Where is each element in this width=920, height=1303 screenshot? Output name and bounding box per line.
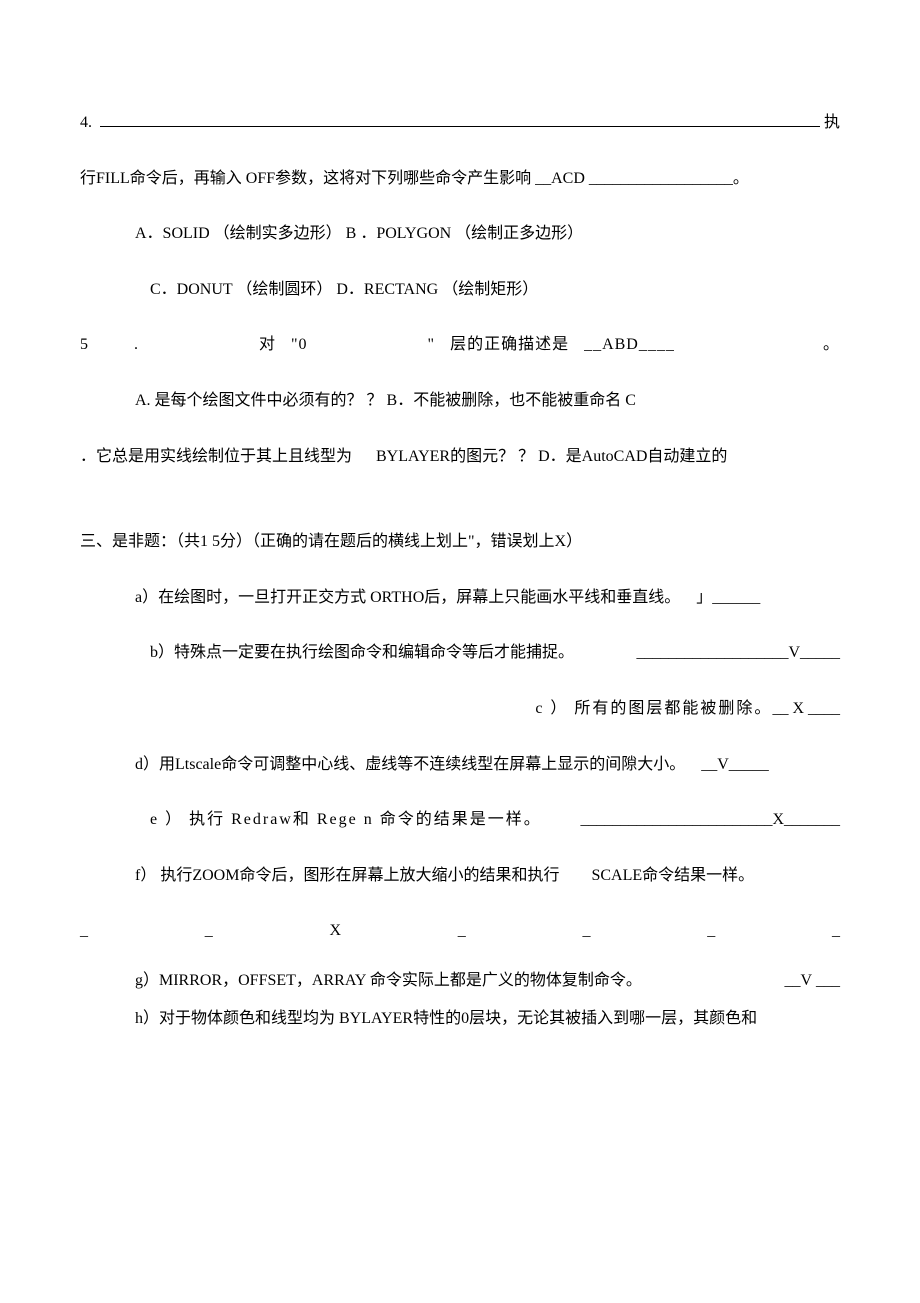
tf-a: a）在绘图时，一旦打开正交方式 ORTHO后，屏幕上只能画水平线和垂直线。 」_…: [80, 585, 840, 611]
q4-line2: 行FILL命令后，再输入 OFF参数，这将对下列哪些命令产生影响 __ACD _…: [80, 166, 840, 192]
tf-g-tail: ___: [812, 968, 840, 994]
tf-d-tail: _____: [729, 752, 769, 778]
f-seg6: _: [707, 918, 715, 944]
f-seg2: _: [205, 918, 213, 944]
tf-b-ans: V: [788, 640, 800, 666]
q5-opt-abc: A. 是每个绘图文件中必须有的？ ？ B．不能被删除，也不能被重命名 C: [80, 388, 840, 414]
tf-e: e ） 执行 Redraw和 Rege n 命令的结果是一样。 ________…: [80, 807, 840, 833]
tf-g-pre: __: [760, 968, 800, 994]
q4-tail: 执: [824, 110, 840, 136]
tf-e-ans: X: [772, 807, 784, 833]
f-seg3: X: [329, 918, 341, 944]
q4-underline: [100, 110, 820, 127]
tf-d-ans: V: [717, 752, 729, 778]
tf-b-text: b）特殊点一定要在执行绘图命令和编辑命令等后才能捕捉。: [150, 640, 574, 666]
q5-left: 5 . 对 "0 " 层的正确描述是 __ABD____: [80, 332, 675, 358]
q5-opt-d: ．它总是用实线绘制位于其上且线型为 BYLAYER的图元？ ？ D．是AutoC…: [80, 444, 840, 470]
f-seg4: _: [458, 918, 466, 944]
q4-number: 4.: [80, 110, 92, 136]
tf-d-pre: __: [685, 752, 717, 778]
tf-e-tail: _______: [784, 807, 840, 833]
tf-a-ans: 」______: [680, 585, 760, 611]
tf-c-text: c ） 所有的图层都能被删除。: [535, 696, 772, 722]
tf-b-tail: _____: [800, 640, 840, 666]
tf-c: c ） 所有的图层都能被删除。 __ X ____: [80, 696, 840, 722]
document-page: 4. 执 行FILL命令后，再输入 OFF参数，这将对下列哪些命令产生影响 __…: [0, 0, 920, 1091]
q5-line: 5 . 对 "0 " 层的正确描述是 __ABD____ 。: [80, 332, 840, 358]
tf-b: b）特殊点一定要在执行绘图命令和编辑命令等后才能捕捉。 ____________…: [80, 640, 840, 666]
q4-opt-cd: C．DONUT （绘制圆环） D．RECTANG （绘制矩形）: [80, 277, 840, 303]
section3-title: 三、是非题：（共1 5分）（正确的请在题后的横线上划上"，错误划上X）: [80, 529, 840, 555]
f-seg7: _: [832, 918, 840, 944]
section3-title-text: 三、是非题：（共1 5分）（正确的请在题后的横线上划上"，错误划上X）: [80, 533, 582, 550]
tf-f-ans-row: _ _ X _ _ _ _: [80, 918, 840, 944]
tf-f-text: f） 执行ZOOM命令后，图形在屏幕上放大缩小的结果和执行 SCALE命令结果一…: [80, 863, 840, 889]
q5-tail: 。: [823, 332, 840, 358]
tf-g-text: g）MIRROR，OFFSET，ARRAY 命令实际上都是广义的物体复制命令。: [135, 968, 642, 994]
tf-c-ans: __ X ____: [772, 696, 840, 722]
tf-g: g）MIRROR，OFFSET，ARRAY 命令实际上都是广义的物体复制命令。 …: [80, 968, 840, 994]
tf-d-text: d）用Ltscale命令可调整中心线、虚线等不连续线型在屏幕上显示的间隙大小。: [135, 752, 685, 778]
tf-e-blank: ________________________: [580, 807, 772, 833]
tf-b-blank: ___________________: [636, 640, 788, 666]
q4-opt-ab: A．SOLID （绘制实多边形） B ．POLYGON （绘制正多边形）: [80, 221, 840, 247]
f-seg1: _: [80, 918, 88, 944]
tf-g-ans: V: [800, 968, 812, 994]
tf-a-text: a）在绘图时，一旦打开正交方式 ORTHO后，屏幕上只能画水平线和垂直线。: [135, 585, 680, 611]
tf-e-text: e ） 执行 Redraw和 Rege n 命令的结果是一样。: [150, 807, 542, 833]
tf-d: d）用Ltscale命令可调整中心线、虚线等不连续线型在屏幕上显示的间隙大小。 …: [80, 752, 840, 778]
q4-line1: 4. 执: [80, 110, 840, 136]
tf-h-text: h）对于物体颜色和线型均为 BYLAYER特性的0层块，无论其被插入到哪一层，其…: [80, 1006, 840, 1032]
f-seg5: _: [583, 918, 591, 944]
